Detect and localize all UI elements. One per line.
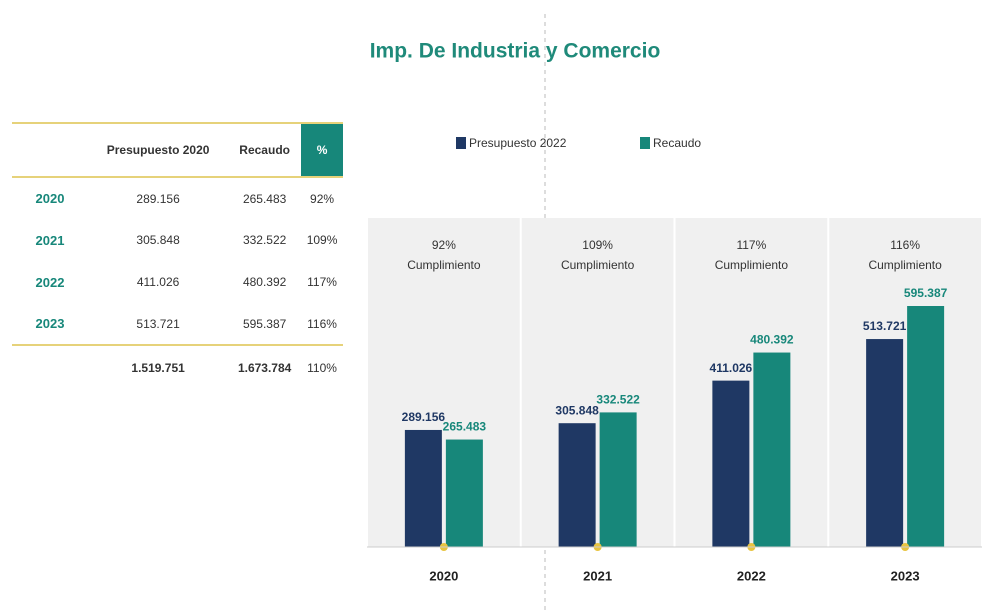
cell: 117% bbox=[307, 275, 337, 289]
annotation-pct: 117% bbox=[736, 238, 766, 252]
value-label: 595.387 bbox=[904, 286, 948, 300]
cell: 265.483 bbox=[242, 191, 287, 206]
bar bbox=[753, 352, 791, 547]
panel bbox=[829, 218, 981, 547]
annotation-pct: 109% bbox=[582, 238, 613, 252]
annotation-text: Cumplimiento bbox=[561, 258, 635, 272]
cell: 595.387 bbox=[242, 316, 287, 331]
annotation-pct: 116% bbox=[890, 238, 920, 252]
total-cell: 1.673.784 bbox=[237, 360, 292, 375]
legend-swatch bbox=[640, 137, 650, 149]
bar bbox=[404, 429, 442, 547]
row-label: 2023 bbox=[35, 316, 65, 331]
x-tick-label: 2023 bbox=[891, 568, 920, 583]
value-label: 332.522 bbox=[596, 393, 640, 407]
bar bbox=[445, 439, 483, 547]
table-row: 2020 289.156 265.483 92% bbox=[12, 177, 343, 219]
value-label: 289.156 bbox=[402, 410, 446, 424]
annotation-pct: 92% bbox=[432, 238, 456, 252]
value-label: 411.026 bbox=[710, 361, 753, 375]
value-label: 480.392 bbox=[750, 333, 794, 347]
bar bbox=[599, 412, 637, 547]
annotation-text: Cumplimiento bbox=[715, 258, 789, 272]
annotation-text: Cumplimiento bbox=[868, 258, 942, 272]
value-label: 513.721 bbox=[863, 319, 907, 333]
legend-label: Recaudo bbox=[653, 136, 701, 150]
table-row: 2022 411.026 480.392 117% bbox=[12, 261, 343, 303]
total-cell: 1.519.751 bbox=[131, 360, 185, 375]
column-header: Presupuesto 2020 bbox=[106, 143, 210, 157]
bar bbox=[907, 306, 945, 547]
legend-label: Presupuesto 2022 bbox=[469, 136, 567, 150]
total-row: 1.519.751 1.673.784 110% bbox=[12, 345, 343, 389]
panel bbox=[521, 218, 674, 547]
corner bbox=[12, 123, 88, 177]
value-label: 305.848 bbox=[555, 403, 599, 417]
chart-title: Imp. De Industria y Comercio bbox=[370, 40, 661, 63]
total-cell: 110% bbox=[307, 360, 337, 375]
table-row: 2021 305.848 332.522 109% bbox=[12, 219, 343, 261]
x-tick-label: 2020 bbox=[429, 568, 458, 583]
legend-swatch bbox=[456, 137, 466, 149]
bar bbox=[866, 339, 904, 547]
table-row: 2023 513.721 595.387 116% bbox=[12, 303, 343, 345]
cell: 411.026 bbox=[136, 275, 180, 289]
value-label: 265.483 bbox=[443, 420, 487, 434]
row-label: 2022 bbox=[35, 274, 65, 290]
cell: 116% bbox=[307, 316, 337, 331]
cell: 109% bbox=[306, 233, 338, 247]
cell: 305.848 bbox=[136, 233, 180, 247]
annotation-text: Cumplimiento bbox=[407, 258, 481, 272]
bar bbox=[712, 380, 750, 547]
cell: 480.392 bbox=[242, 275, 287, 289]
cell: 92% bbox=[310, 191, 335, 206]
column-header: Recaudo bbox=[239, 143, 290, 157]
x-tick-label: 2022 bbox=[737, 568, 766, 583]
panel bbox=[675, 218, 828, 547]
cell: 513.721 bbox=[136, 316, 180, 331]
panel bbox=[368, 218, 520, 547]
bar bbox=[558, 423, 596, 547]
total-label bbox=[12, 345, 88, 389]
x-tick-label: 2021 bbox=[583, 568, 612, 583]
row-label: 2020 bbox=[35, 191, 65, 206]
summary-table: Presupuesto 2020 Recaudo% 2020 289.156 265.… bbox=[12, 122, 343, 389]
column-header: % bbox=[301, 123, 343, 177]
cell: 332.522 bbox=[242, 233, 287, 247]
row-label: 2021 bbox=[35, 232, 65, 248]
header-row: Presupuesto 2020 Recaudo% bbox=[12, 123, 343, 177]
cell: 289.156 bbox=[136, 191, 180, 206]
